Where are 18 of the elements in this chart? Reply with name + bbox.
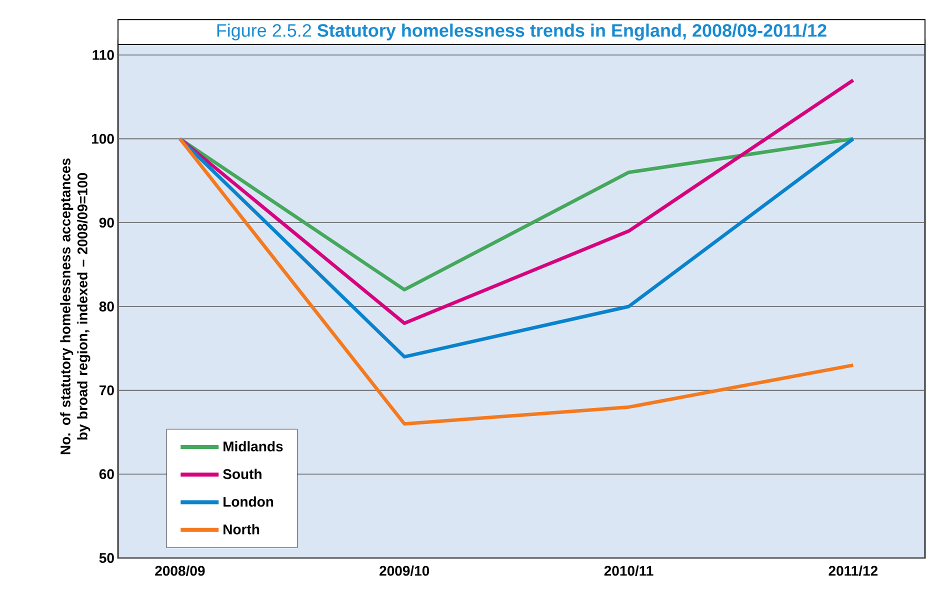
y-tick-label: 90: [99, 218, 114, 228]
x-tick-label: 2009/10: [380, 566, 430, 576]
y-tick-label: 70: [100, 385, 114, 396]
legend-label: Midlands: [224, 441, 283, 452]
x-tick-label: 2008/09: [155, 566, 205, 576]
y-tick-label: 80: [99, 302, 114, 312]
x-tick-label: 2011/12: [828, 566, 878, 576]
legend-label: North: [224, 524, 260, 534]
y-tick-label: 60: [99, 469, 114, 480]
legend-label: London: [224, 496, 274, 507]
legend-label: South: [223, 468, 262, 480]
chart-title: Figure 2.5.2 Statutory homelessness trends in England, 2008/09-2011/12: [217, 24, 826, 40]
y-tick-label: 110: [92, 50, 114, 60]
y-tick-label: 100: [92, 134, 114, 144]
line-series: [178, 137, 855, 426]
x-tick-label: 2010/11: [604, 566, 654, 576]
y-axis-title: No. of statutory homelessness acceptances by broad region, indexed – 2008/09=100: [60, 158, 90, 454]
y-tick-label: 50: [99, 553, 114, 563]
